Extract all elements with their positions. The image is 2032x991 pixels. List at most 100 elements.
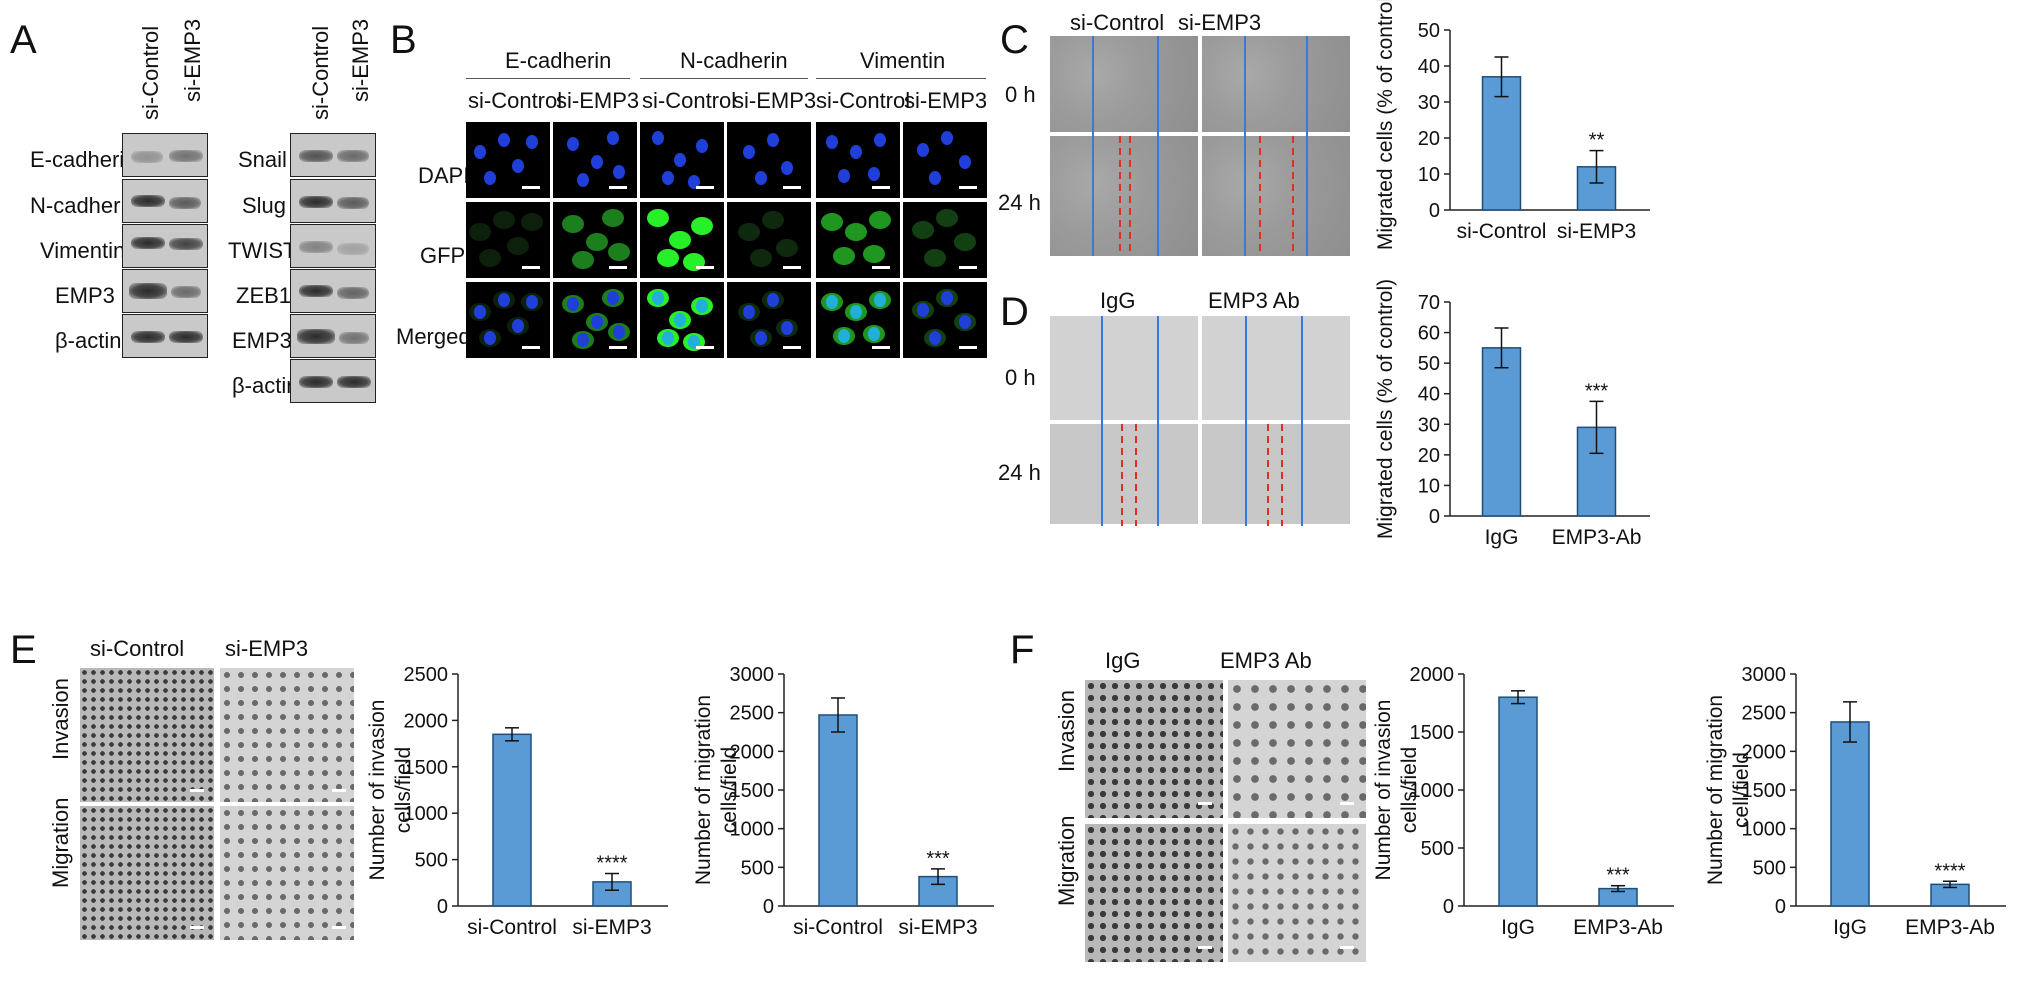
fluorescence-image (903, 122, 987, 198)
wound-image (1202, 36, 1350, 132)
wound-lines-overlay (1092, 36, 1308, 256)
scale-bar (190, 789, 204, 792)
transwell-image (220, 668, 354, 802)
y-tick-label: 50 (1418, 353, 1440, 375)
blot-n-cadherin (122, 179, 208, 223)
fluorescence-image (553, 282, 637, 358)
blot-row-label-twist: TWIST (228, 238, 297, 263)
blot-beta-actin (122, 314, 208, 358)
scale-bar (1340, 946, 1354, 949)
bar-chart-f-migration: 0 500 1000 1500 2000 2500 3000 Number of migrat… (1700, 632, 2020, 972)
x-tick-label: si-EMP3 (898, 916, 977, 939)
bar-igg (1481, 347, 1522, 517)
row-label-invasion: Invasion (48, 678, 73, 760)
y-tick-label: 1500 (404, 757, 449, 779)
col-label-si-emp3: si-EMP3 (904, 88, 988, 113)
x-tick-label: IgG (1833, 916, 1867, 939)
wound-image (1050, 136, 1198, 256)
y-tick-label: 500 (415, 850, 448, 872)
blot-row-label-e-cadherin: E-cadherin (30, 147, 137, 172)
bar-chart-c: 0 10 20 30 40 50 Migrated cells (% of control)… (1370, 0, 1670, 280)
panel-label-c: C (1000, 18, 1029, 62)
blot-snail (290, 133, 376, 177)
fluorescence-image (727, 122, 811, 198)
transwell-image (1085, 680, 1223, 818)
transwell-image (220, 806, 354, 940)
scale-bar (1340, 802, 1354, 805)
y-axis-label: Migrated cells (% of control) (1374, 280, 1397, 539)
lane-label-si-control: si-Control (138, 25, 163, 120)
fluorescence-image (903, 202, 987, 278)
y-axis-label: cells/field (718, 747, 741, 833)
time-label-0h: 0 h (1005, 82, 1036, 107)
col-label-si-emp3: si-EMP3 (733, 88, 817, 113)
scale-bar (1198, 802, 1212, 805)
col-label-si-control: si-Control (468, 88, 563, 113)
chart-svg: 0 10 20 30 40 50 Migrated cells (% of control)… (1374, 0, 1650, 250)
chart-svg: 0 500 1000 1500 2000 2500 3000 Number of migrat… (692, 664, 994, 939)
lane-label-si-emp3: si-EMP3 (180, 18, 205, 102)
y-tick-label: 60 (1418, 323, 1440, 345)
wound-image (1202, 424, 1350, 524)
panel-label-f: F (1010, 628, 1035, 672)
significance-marker: *** (926, 848, 950, 870)
blot-slug (290, 179, 376, 223)
transwell-image (80, 668, 214, 802)
scale-bar (332, 789, 346, 792)
y-tick-label: 0 (437, 896, 448, 918)
wound-image (1050, 36, 1198, 132)
fluorescence-image (466, 202, 550, 278)
y-tick-label: 2000 (1410, 664, 1455, 686)
y-tick-label: 20 (1418, 128, 1440, 150)
y-axis-label: cells/field (1398, 747, 1421, 833)
time-label-0h: 0 h (1005, 365, 1036, 390)
blot-zeb1 (290, 269, 376, 313)
lane-label-si-emp3: si-EMP3 (348, 18, 373, 102)
transwell-image (1228, 680, 1366, 818)
y-tick-label: 1500 (1742, 780, 1787, 802)
row-label-merged: Merged (396, 324, 471, 349)
x-tick-label: si-Control (1457, 220, 1547, 243)
bar-chart-e-migration: 0 500 1000 1500 2000 2500 3000 Number of migrat… (688, 632, 1008, 972)
chart-svg: 0 500 1000 1500 2000 2500 3000 Number of migrat… (1704, 664, 2006, 939)
y-tick-label: 0 (1775, 896, 1786, 918)
row-label-migration: Migration (1054, 815, 1079, 906)
y-tick-label: 10 (1418, 475, 1440, 497)
lane-label-si-control: si-Control (308, 25, 333, 120)
y-tick-label: 0 (1443, 896, 1454, 918)
blot-emp3 (290, 314, 376, 358)
y-axis-label: Number of migration (1704, 695, 1727, 885)
y-tick-label: 2000 (730, 741, 775, 763)
y-tick-label: 10 (1418, 164, 1440, 186)
blot-row-label-beta-actin: β-actin (232, 373, 299, 398)
fluorescence-image (553, 122, 637, 198)
bar-chart-e-invasion: 0 500 1000 1500 2000 2500 Number of invasion ce… (362, 632, 682, 972)
bar-chart-d: 0 10 20 30 40 50 60 70 Migrated cells (% of cont… (1370, 279, 1670, 580)
y-tick-label: 1500 (1410, 722, 1455, 744)
x-tick-label: IgG (1501, 916, 1535, 939)
x-tick-label: IgG (1485, 526, 1519, 549)
row-label-invasion: Invasion (1054, 690, 1079, 772)
col-label-si-control: si-Control (642, 88, 737, 113)
y-tick-label: 0 (763, 896, 774, 918)
blot-row-label-emp3: EMP3 (232, 328, 292, 353)
y-axis-label: Migrated cells (% of control) (1374, 0, 1397, 250)
y-tick-label: 1000 (1410, 780, 1455, 802)
bar-igg (1498, 696, 1538, 907)
y-tick-label: 500 (741, 857, 774, 879)
blot-vimentin (122, 224, 208, 268)
significance-marker: *** (1585, 380, 1609, 402)
bar-igg (1830, 721, 1870, 907)
y-tick-label: 2000 (404, 710, 449, 732)
bar-si-control (1481, 76, 1522, 211)
blot-beta-actin (290, 359, 376, 403)
y-axis-label: Number of migration (692, 695, 715, 885)
y-tick-label: 2500 (1742, 703, 1787, 725)
y-axis-label: Number of invasion (366, 700, 389, 881)
y-tick-label: 2500 (404, 664, 449, 686)
time-label-24h: 24 h (998, 460, 1041, 485)
fluorescence-image (466, 282, 550, 358)
blot-row-label-beta-actin: β-actin (55, 328, 122, 353)
blot-row-label-zeb1: ZEB1 (236, 283, 292, 308)
blot-row-label-n-cadherin: N-cadherin (30, 193, 138, 218)
